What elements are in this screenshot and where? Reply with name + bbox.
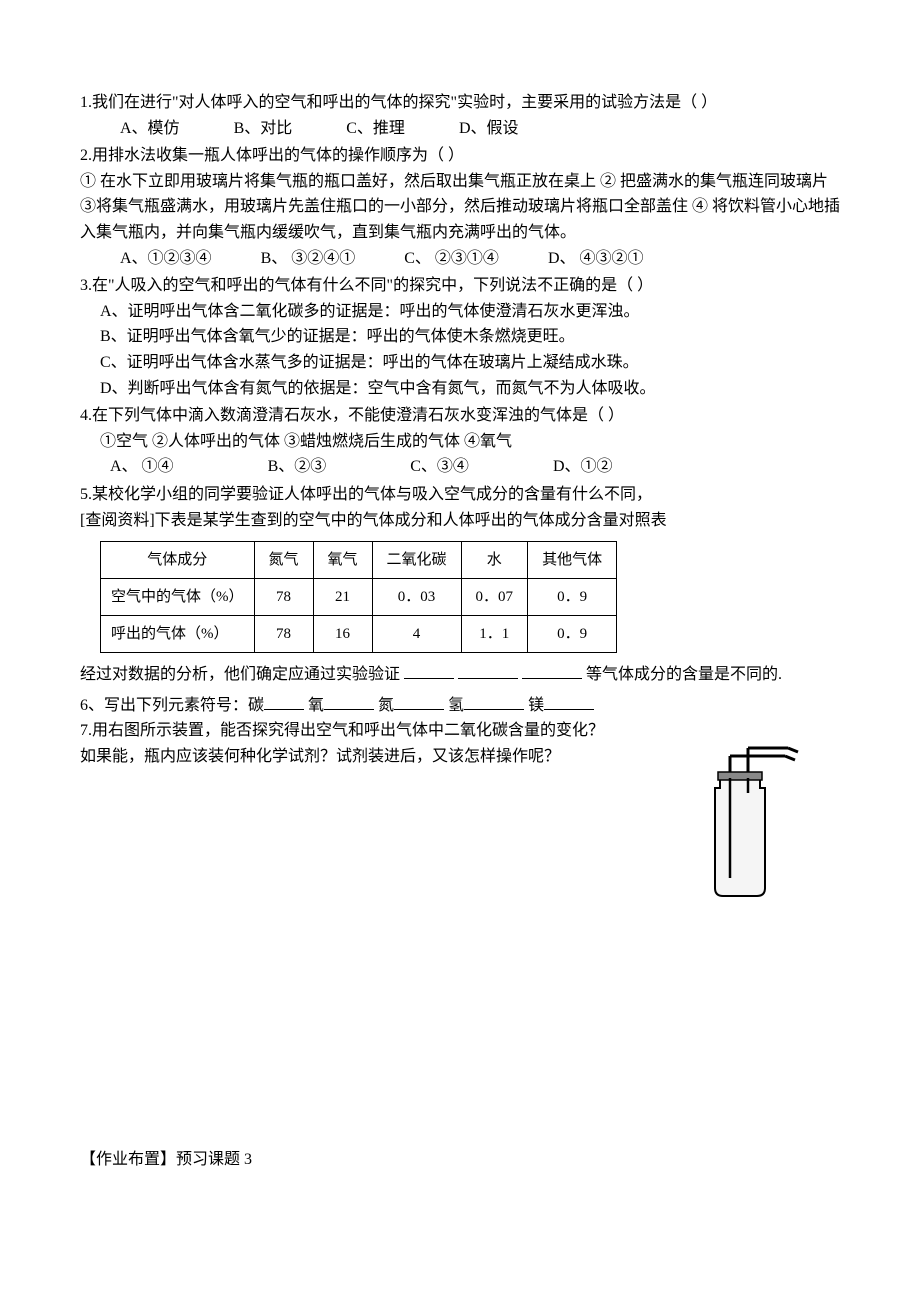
blank-gas1 — [404, 661, 454, 679]
q5-ref: [查阅资料]下表是某学生查到的空气中的气体成分和人体呼出的气体成分含量对照表 — [80, 508, 840, 534]
q3-text: 3.在"人吸入的空气和呼出的气体有什么不同"的探究中，下列说法不正确的是（ ） — [80, 273, 840, 299]
q1-opt-a: A、模仿 — [120, 120, 180, 137]
question-7: 7.用右图所示装置，能否探究得出空气和呼出气体中二氧化碳含量的变化？ 如果能，瓶… — [80, 718, 840, 769]
q6-e1: 氧 — [308, 697, 324, 714]
q3-opt-b: B、证明呼出气体含氧气少的证据是：呼出的气体使木条燃烧更旺。 — [80, 324, 840, 350]
ex-h2o: 1．1 — [461, 616, 528, 653]
table-row-air: 空气中的气体（%） 78 21 0．03 0．07 0．9 — [101, 579, 617, 616]
q4-opt-c: C、③④ — [410, 458, 469, 475]
blank-h — [464, 692, 524, 710]
q1-opt-b: B、对比 — [234, 120, 293, 137]
q6-prefix: 6、写出下列元素符号：碳 — [80, 697, 264, 714]
blank-gas3 — [522, 661, 582, 679]
blank-gas2 — [458, 661, 518, 679]
q1-options: A、模仿 B、对比 C、推理 D、假设 — [80, 116, 840, 142]
blank-n — [394, 692, 444, 710]
q2-opt-a: A、①②③④ — [120, 250, 212, 267]
col-component: 气体成分 — [101, 542, 255, 579]
question-1: 1.我们在进行"对人体呼入的空气和呼出的气体的探究"实验时，主要采用的试验方法是… — [80, 90, 840, 141]
q6-e4: 镁 — [528, 697, 544, 714]
q2-text: 2.用排水法收集一瓶人体呼出的气体的操作顺序为（ ） — [80, 143, 840, 169]
col-water: 水 — [461, 542, 528, 579]
q5-after: 经过对数据的分析，他们确定应通过实验验证 — [80, 666, 400, 683]
q4-opt-d: D、①② — [553, 458, 613, 475]
q1-opt-c: C、推理 — [346, 120, 405, 137]
question-2: 2.用排水法收集一瓶人体呼出的气体的操作顺序为（ ） ① 在水下立即用玻璃片将集… — [80, 143, 840, 271]
q4-items: ①空气 ②人体呼出的气体 ③蜡烛燃烧后生成的气体 ④氧气 — [80, 429, 840, 455]
question-6: 6、写出下列元素符号：碳 氧 氮 氢 镁 — [80, 692, 840, 719]
q4-options: A、 ①④ B、②③ C、③④ D、①② — [80, 454, 840, 480]
ex-other: 0．9 — [528, 616, 617, 653]
q3-opt-a: A、证明呼出气体含二氧化碳多的证据是：呼出的气体使澄清石灰水更浑浊。 — [80, 299, 840, 325]
col-co2: 二氧化碳 — [372, 542, 461, 579]
col-other: 其他气体 — [528, 542, 617, 579]
blank-mg — [544, 692, 594, 710]
row-exhaled-label: 呼出的气体（%） — [101, 616, 255, 653]
homework-assignment: 【作业布置】预习课题 3 — [80, 1147, 840, 1173]
air-n2: 78 — [254, 579, 313, 616]
question-4: 4.在下列气体中滴入数滴澄清石灰水，不能使澄清石灰水变浑浊的气体是（ ） ①空气… — [80, 403, 840, 480]
ex-co2: 4 — [372, 616, 461, 653]
q3-opt-d: D、判断呼出气体含有氮气的依据是：空气中含有氮气，而氮气不为人体吸收。 — [80, 376, 840, 402]
question-3: 3.在"人吸入的空气和呼出的气体有什么不同"的探究中，下列说法不正确的是（ ） … — [80, 273, 840, 401]
gas-composition-table: 气体成分 氮气 氧气 二氧化碳 水 其他气体 空气中的气体（%） 78 21 0… — [100, 541, 617, 653]
blank-o — [324, 692, 374, 710]
ex-o2: 16 — [313, 616, 372, 653]
table-row-exhaled: 呼出的气体（%） 78 16 4 1．1 0．9 — [101, 616, 617, 653]
q5-after2: 等气体成分的含量是不同的. — [586, 666, 782, 683]
air-o2: 21 — [313, 579, 372, 616]
table-header-row: 气体成分 氮气 氧气 二氧化碳 水 其他气体 — [101, 542, 617, 579]
q6-e3: 氢 — [448, 697, 464, 714]
row-air-label: 空气中的气体（%） — [101, 579, 255, 616]
apparatus-icon — [690, 738, 800, 907]
q4-opt-b: B、②③ — [268, 458, 327, 475]
col-oxygen: 氧气 — [313, 542, 372, 579]
air-h2o: 0．07 — [461, 579, 528, 616]
q5-conclusion: 经过对数据的分析，他们确定应通过实验验证 等气体成分的含量是不同的. — [80, 661, 840, 688]
air-co2: 0．03 — [372, 579, 461, 616]
q5-text: 5.某校化学小组的同学要验证人体呼出的气体与吸入空气成分的含量有什么不同， — [80, 482, 840, 508]
q6-e2: 氮 — [378, 697, 394, 714]
q1-text: 1.我们在进行"对人体呼入的空气和呼出的气体的探究"实验时，主要采用的试验方法是… — [80, 90, 840, 116]
q2-opt-b: B、 ③②④① — [261, 250, 356, 267]
q2-opt-c: C、 ②③①④ — [404, 250, 499, 267]
q3-opt-c: C、证明呼出气体含水蒸气多的证据是：呼出的气体在玻璃片上凝结成水珠。 — [80, 350, 840, 376]
q4-opt-a: A、 ①④ — [110, 458, 174, 475]
ex-n2: 78 — [254, 616, 313, 653]
col-nitrogen: 氮气 — [254, 542, 313, 579]
question-5: 5.某校化学小组的同学要验证人体呼出的气体与吸入空气成分的含量有什么不同， [查… — [80, 482, 840, 533]
blank-c — [264, 692, 304, 710]
q1-opt-d: D、假设 — [459, 120, 519, 137]
air-other: 0．9 — [528, 579, 617, 616]
q4-text: 4.在下列气体中滴入数滴澄清石灰水，不能使澄清石灰水变浑浊的气体是（ ） — [80, 403, 840, 429]
q2-opt-d: D、 ④③②① — [548, 250, 644, 267]
q2-desc: ① 在水下立即用玻璃片将集气瓶的瓶口盖好，然后取出集气瓶正放在桌上 ② 把盛满水… — [80, 169, 840, 246]
q2-options: A、①②③④ B、 ③②④① C、 ②③①④ D、 ④③②① — [80, 246, 840, 272]
